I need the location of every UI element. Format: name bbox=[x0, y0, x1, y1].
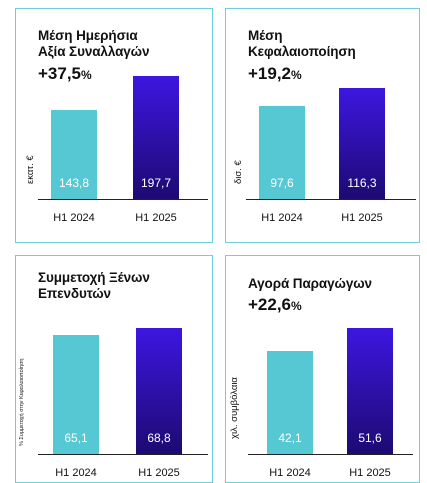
chart-panel-derivatives: Αγορά Παραγώγων +22,6% χιλ. συμβόλαια 42… bbox=[225, 255, 420, 483]
x-tick-label: H1 2025 bbox=[138, 467, 180, 479]
chart-title-line: Συμμετοχή Ξένων bbox=[38, 270, 150, 285]
chart-panel-daily-value: Μέση Ημερήσια Αξία Συναλλαγών +37,5% εκα… bbox=[15, 8, 213, 243]
chart-title-line: Μέση bbox=[248, 28, 283, 43]
x-axis-line bbox=[248, 454, 413, 455]
bar-h1-2024 bbox=[259, 105, 305, 199]
x-tick-label: H1 2025 bbox=[341, 212, 383, 224]
x-tick-label: H1 2024 bbox=[55, 467, 97, 479]
bar-h1-2025 bbox=[339, 88, 385, 199]
bar-h1-2024 bbox=[267, 351, 313, 454]
chart-title-line: Αγορά Παραγώγων bbox=[248, 276, 372, 291]
chart-title-line: Αξία Συναλλαγών bbox=[38, 44, 150, 59]
chart-panel-foreign-investors: Συμμετοχή Ξένων Επενδυτών % Συμμετοχή στ… bbox=[15, 255, 213, 483]
bar-h1-2025 bbox=[136, 328, 182, 454]
change-value: +19,2% bbox=[248, 64, 302, 83]
x-tick-label: H1 2024 bbox=[261, 212, 303, 224]
bar-value-label: 97,6 bbox=[270, 176, 294, 190]
chart-title: Αγορά Παραγώγων bbox=[248, 276, 418, 292]
bar-value-label: 143,8 bbox=[58, 176, 90, 190]
x-axis-line bbox=[38, 454, 208, 455]
bar-h1-2025 bbox=[133, 76, 179, 199]
x-axis-line bbox=[38, 199, 208, 200]
bar-h1-2024 bbox=[51, 109, 97, 199]
x-axis-line bbox=[246, 199, 416, 200]
chart-title-line: Μέση Ημερήσια bbox=[38, 28, 138, 43]
x-tick-label: H1 2024 bbox=[53, 212, 95, 224]
x-tick-label: H1 2025 bbox=[349, 467, 391, 479]
y-axis-label: χιλ. συμβόλαια bbox=[229, 377, 240, 439]
bar-value-label: 51,6 bbox=[358, 431, 382, 445]
bar-h1-2025 bbox=[347, 328, 393, 454]
bar-value-label: 116,3 bbox=[347, 176, 377, 190]
chart-title-line: Κεφαλαιοποίηση bbox=[248, 44, 356, 59]
chart-panel-market-cap: Μέση Κεφαλαιοποίηση +19,2% δισ. € 97,6 H1… bbox=[225, 8, 420, 243]
bar-h1-2024 bbox=[53, 334, 99, 454]
change-value: +22,6% bbox=[248, 295, 302, 314]
x-tick-label: H1 2025 bbox=[135, 212, 177, 224]
x-tick-label: H1 2024 bbox=[269, 467, 311, 479]
bar-value-label: 65,1 bbox=[64, 431, 88, 445]
y-axis-label: % Συμμετοχή στην Κεφαλαιοποίηση bbox=[19, 358, 25, 446]
chart-title: Μέση Ημερήσια Αξία Συναλλαγών bbox=[38, 28, 208, 60]
bar-value-label: 68,8 bbox=[147, 431, 171, 445]
bar-value-label: 197,7 bbox=[140, 176, 172, 190]
chart-title: Συμμετοχή Ξένων Επενδυτών bbox=[38, 270, 208, 302]
change-value: +37,5% bbox=[38, 64, 92, 83]
y-axis-label: εκατ. € bbox=[25, 155, 36, 184]
y-axis-label: δισ. € bbox=[233, 160, 244, 184]
bar-value-label: 42,1 bbox=[278, 431, 302, 445]
chart-title-line: Επενδυτών bbox=[38, 286, 111, 301]
chart-title: Μέση Κεφαλαιοποίηση bbox=[248, 28, 418, 60]
